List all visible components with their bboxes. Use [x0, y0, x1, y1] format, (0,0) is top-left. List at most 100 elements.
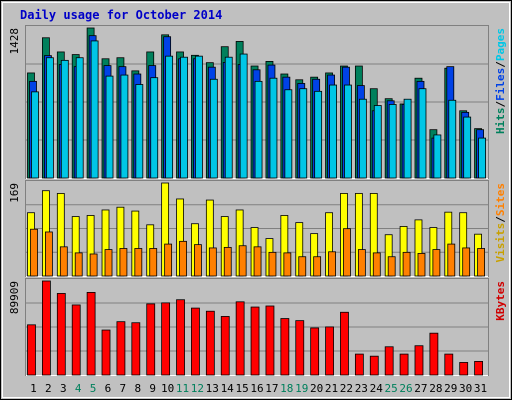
- x-tick-label-day-24: 24: [370, 382, 384, 395]
- bar-middle-sites-day-29: [447, 243, 456, 277]
- bar-bottom-kbytes-day-23: [354, 353, 364, 376]
- x-tick-label-day-8: 8: [134, 382, 141, 395]
- x-tick-label-day-3: 3: [60, 382, 67, 395]
- x-tick-label-day-16: 16: [250, 382, 263, 395]
- bar-middle-sites-day-8: [134, 248, 143, 277]
- x-tick-label-day-2: 2: [45, 382, 52, 395]
- bar-bottom-kbytes-day-30: [459, 362, 469, 376]
- bar-top-pages-day-2: [46, 57, 54, 179]
- bar-middle-sites-day-28: [432, 249, 441, 277]
- bar-middle-sites-day-20: [313, 256, 322, 277]
- bar-top-pages-day-18: [284, 89, 293, 179]
- bar-bottom-kbytes-day-11: [176, 299, 185, 376]
- bar-bottom-kbytes-day-22: [340, 311, 349, 376]
- x-tick-label-day-25: 25: [385, 382, 398, 395]
- bar-top-pages-day-25: [388, 104, 397, 179]
- bar-middle-sites-day-21: [328, 251, 336, 277]
- bar-middle-sites-day-26: [402, 251, 411, 277]
- bar-middle-sites-day-6: [104, 249, 113, 277]
- bar-middle-sites-day-23: [357, 249, 366, 277]
- bar-middle-sites-day-5: [89, 253, 98, 277]
- x-tick-label-day-28: 28: [429, 382, 442, 395]
- x-tick-label-day-15: 15: [235, 382, 248, 395]
- x-tick-label-day-9: 9: [149, 382, 156, 395]
- bar-top-pages-day-30: [463, 116, 472, 179]
- bar-bottom-kbytes-day-26: [399, 353, 409, 376]
- panel-top-max-label: 1428: [8, 28, 21, 55]
- bar-bottom-kbytes-day-3: [56, 293, 66, 376]
- bar-top-pages-day-3: [60, 59, 69, 179]
- panel-top-legend-item-2: Files: [494, 68, 507, 101]
- bar-bottom-kbytes-day-15: [235, 301, 245, 376]
- bar-top-pages-day-13: [209, 78, 218, 179]
- x-tick-label-day-7: 7: [120, 382, 127, 395]
- panel-bottom-legend: KBytes: [494, 281, 507, 321]
- x-tick-label-day-31: 31: [474, 382, 487, 395]
- bar-top-pages-day-7: [120, 74, 129, 179]
- panel-middle-legend-item-2: Sites: [494, 183, 507, 216]
- x-tick-label-day-11: 11: [176, 382, 189, 395]
- bar-top-pages-day-1: [31, 91, 39, 179]
- bar-top-pages-day-22: [344, 84, 352, 179]
- bar-top-pages-day-5: [90, 40, 99, 179]
- bar-top-pages-day-21: [329, 84, 337, 179]
- bar-middle-sites-day-16: [253, 246, 262, 277]
- bar-bottom-kbytes-day-12: [191, 307, 200, 376]
- x-tick-label-day-5: 5: [90, 382, 97, 395]
- x-tick-label-day-14: 14: [221, 382, 235, 395]
- bar-middle-sites-day-14: [223, 246, 232, 277]
- bar-middle-sites-day-19: [298, 256, 307, 277]
- panel-middle-legend-item-0: Visits: [494, 223, 507, 263]
- bar-top-pages-day-4: [75, 57, 84, 179]
- bar-top-pages-day-8: [135, 84, 144, 179]
- bar-bottom-kbytes-day-17: [265, 305, 275, 376]
- chart-title: Daily usage for October 2014: [20, 8, 222, 22]
- bar-top-pages-day-31: [478, 137, 486, 179]
- bar-bottom-kbytes-day-19: [295, 320, 305, 376]
- bar-top-pages-day-12: [195, 55, 203, 179]
- x-tick-label-day-6: 6: [105, 382, 112, 395]
- bar-top-pages-day-27: [418, 88, 427, 179]
- bar-middle-sites-day-1: [30, 228, 38, 277]
- bar-middle-sites-day-12: [194, 244, 202, 277]
- panel-top-legend-item-1: /: [494, 101, 507, 108]
- x-tick-label-day-20: 20: [310, 382, 323, 395]
- bar-bottom-kbytes-day-21: [325, 326, 334, 376]
- panel-middle-legend-item-1: /: [494, 216, 507, 223]
- bar-bottom-kbytes-day-29: [444, 353, 454, 376]
- bar-bottom-kbytes-day-14: [220, 316, 230, 376]
- bar-middle-sites-day-3: [59, 246, 68, 277]
- bar-top-pages-day-19: [299, 88, 308, 179]
- x-tick-label-day-30: 30: [459, 382, 472, 395]
- x-tick-label-day-18: 18: [280, 382, 293, 395]
- bar-bottom-kbytes-day-5: [86, 292, 96, 376]
- bar-middle-sites-day-10: [164, 243, 173, 277]
- bar-top-pages-day-20: [314, 90, 323, 179]
- bar-bottom-kbytes-day-7: [116, 321, 126, 376]
- panel-top-legend-item-3: /: [494, 61, 507, 68]
- chart-inner-border: [2, 2, 510, 398]
- bar-top-pages-day-15: [239, 53, 248, 179]
- panel-middle-max-label: 169: [8, 183, 21, 203]
- bar-middle-sites-day-17: [268, 251, 277, 277]
- bar-top-pages-day-10: [165, 55, 174, 179]
- bar-middle-sites-day-31: [477, 248, 485, 277]
- bar-middle-sites-day-11: [179, 240, 187, 277]
- bar-bottom-kbytes-day-13: [205, 310, 215, 376]
- bar-top-pages-day-11: [180, 56, 188, 179]
- x-tick-label-day-1: 1: [30, 382, 37, 395]
- panel-top-legend: Hits/Files/Pages: [494, 28, 507, 134]
- bar-top-pages-day-6: [105, 75, 114, 179]
- bar-bottom-kbytes-day-28: [429, 332, 439, 376]
- bar-bottom-kbytes-day-25: [384, 346, 394, 376]
- bar-top-pages-day-23: [358, 98, 367, 179]
- x-tick-label-day-19: 19: [295, 382, 308, 395]
- panel-middle-legend: Visits/Sites: [494, 183, 507, 263]
- x-tick-label-day-17: 17: [265, 382, 278, 395]
- bar-middle-sites-day-2: [45, 231, 53, 277]
- x-tick-label-day-23: 23: [355, 382, 368, 395]
- bar-bottom-kbytes-day-10: [161, 302, 171, 376]
- bar-bottom-kbytes-day-20: [310, 327, 320, 376]
- x-tick-label-day-21: 21: [325, 382, 338, 395]
- bar-middle-sites-day-30: [462, 247, 471, 277]
